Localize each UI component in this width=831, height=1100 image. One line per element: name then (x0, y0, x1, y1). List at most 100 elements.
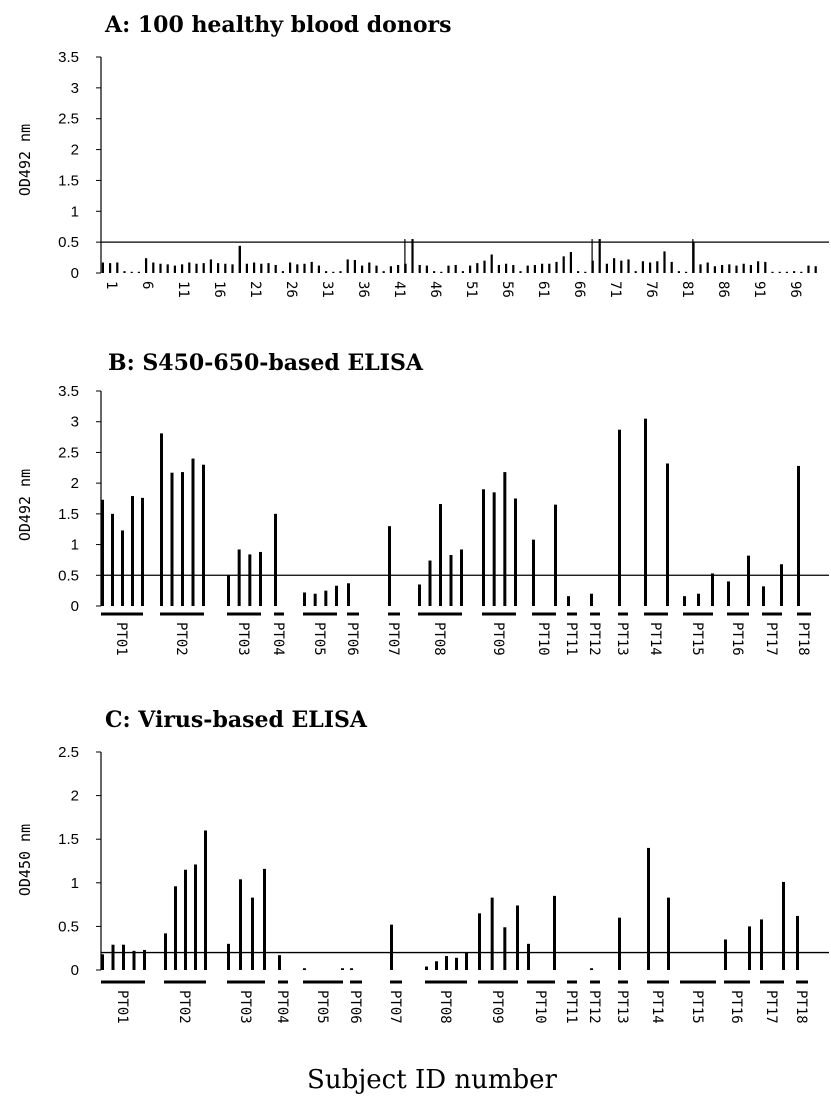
x-tick-label: 46 (427, 281, 443, 298)
bar-subject-29 (303, 263, 306, 273)
bar-subject-21 (245, 263, 248, 273)
bar-pt07-1 (390, 924, 393, 970)
group-label-pt11: PT11 (563, 622, 579, 656)
bar-pt14-1 (647, 847, 650, 970)
group-label-pt13: PT13 (614, 990, 630, 1024)
bar-pt17-1 (760, 919, 763, 970)
bar-subject-12 (181, 264, 184, 273)
panel-b-y-axis-label: OD492 nm (16, 469, 34, 541)
bar-subject-24 (267, 263, 270, 273)
bar-subject-98 (800, 271, 803, 273)
group-label-pt17: PT17 (763, 990, 779, 1024)
y-tick-label: 3.5 (58, 383, 79, 400)
x-tick-label: 1 (103, 281, 119, 289)
bar-pt14-1 (644, 418, 647, 606)
bar-pt04-1 (278, 955, 281, 970)
group-label-pt12: PT12 (586, 622, 602, 656)
bar-subject-3 (116, 262, 119, 273)
bar-subject-94 (771, 271, 774, 273)
bar-pt02-4 (194, 864, 197, 970)
bar-subject-9 (159, 263, 162, 273)
bar-pt09-3 (503, 927, 507, 970)
x-tick-label: 76 (643, 281, 659, 298)
group-label-pt03: PT03 (235, 622, 251, 656)
bar-pt18-1 (797, 465, 800, 606)
bar-pt10-2 (554, 504, 557, 606)
bar-pt03-2 (237, 549, 241, 606)
group-label-pt09: PT09 (489, 990, 505, 1024)
bar-subject-13 (188, 262, 191, 273)
bar-subject-50 (454, 264, 457, 273)
y-tick-label: 2 (71, 142, 79, 159)
group-label-pt16: PT16 (728, 990, 744, 1024)
bar-pt03-3 (248, 554, 252, 606)
bar-subject-91 (749, 264, 752, 273)
bar-subject-37 (361, 265, 364, 273)
bar-pt09-2 (492, 492, 496, 606)
bar-pt02-2 (170, 472, 174, 606)
bar-subject-100 (814, 266, 817, 273)
bar-pt06-1 (350, 968, 353, 970)
bar-subject-85 (706, 262, 709, 273)
bar-subject-90 (742, 263, 745, 273)
group-label-pt16: PT16 (729, 622, 745, 656)
bar-pt02-1 (160, 433, 163, 606)
bar-pt02-5 (204, 830, 207, 970)
bar-subject-59 (519, 271, 522, 273)
group-label-pt17: PT17 (763, 622, 779, 656)
bar-pt10-1 (527, 943, 530, 970)
group-label-pt13: PT13 (614, 622, 630, 656)
bar-pt14-2 (667, 897, 670, 970)
bar-subject-6 (137, 271, 140, 273)
bar-subject-58 (512, 264, 515, 273)
bar-pt05-3 (324, 590, 328, 606)
x-tick-label: 11 (175, 281, 191, 298)
x-tick-label: 26 (283, 281, 299, 298)
x-tick-label: 36 (355, 281, 371, 298)
bar-subject-8 (152, 262, 155, 273)
bar-subject-70 (598, 239, 601, 273)
bar-subject-78 (656, 261, 659, 273)
bar-subject-60 (526, 265, 529, 273)
bar-pt02-3 (184, 869, 187, 970)
y-tick-label: 3.5 (58, 49, 79, 66)
x-tick-label: 16 (211, 281, 227, 298)
bar-pt03-3 (251, 897, 254, 970)
bar-subject-25 (274, 264, 277, 273)
bar-subject-56 (497, 264, 500, 273)
bar-subject-32 (325, 271, 328, 273)
bar-subject-77 (649, 262, 652, 273)
y-tick-label: 0.5 (58, 567, 79, 584)
bar-pt05-1 (303, 968, 306, 970)
bar-pt05-4 (335, 585, 338, 606)
bar-subject-1 (101, 262, 104, 273)
bar-subject-35 (346, 259, 349, 273)
bar-subject-96 (785, 271, 788, 273)
bar-pt02-5 (202, 464, 205, 606)
bar-subject-63 (548, 263, 551, 273)
group-label-pt08: PT08 (437, 990, 453, 1024)
bar-subject-19 (231, 264, 234, 273)
bar-pt01-4 (132, 950, 136, 970)
x-tick-label: 31 (319, 281, 335, 298)
bar-subject-2 (109, 263, 112, 273)
group-label-pt01: PT01 (114, 990, 130, 1024)
bar-subject-57 (505, 263, 508, 273)
bar-subject-55 (490, 254, 493, 273)
bar-pt09-1 (482, 489, 485, 606)
y-tick-label: 1 (71, 203, 79, 220)
bar-subject-41 (389, 266, 392, 273)
bar-subject-97 (793, 271, 796, 273)
y-tick-label: 1.5 (58, 506, 79, 523)
bar-pt15-1 (683, 596, 686, 606)
bar-pt05-1 (303, 592, 306, 606)
y-tick-label: 1.5 (58, 172, 79, 189)
y-tick-label: 0.5 (58, 918, 79, 935)
group-label-pt02: PT02 (176, 990, 192, 1024)
bar-subject-76 (641, 261, 644, 273)
y-tick-label: 0 (71, 598, 79, 615)
x-tick-label: 91 (751, 281, 767, 298)
group-label-pt14: PT14 (649, 990, 665, 1024)
x-tick-label: 51 (463, 281, 479, 298)
bar-pt03-1 (227, 943, 230, 970)
